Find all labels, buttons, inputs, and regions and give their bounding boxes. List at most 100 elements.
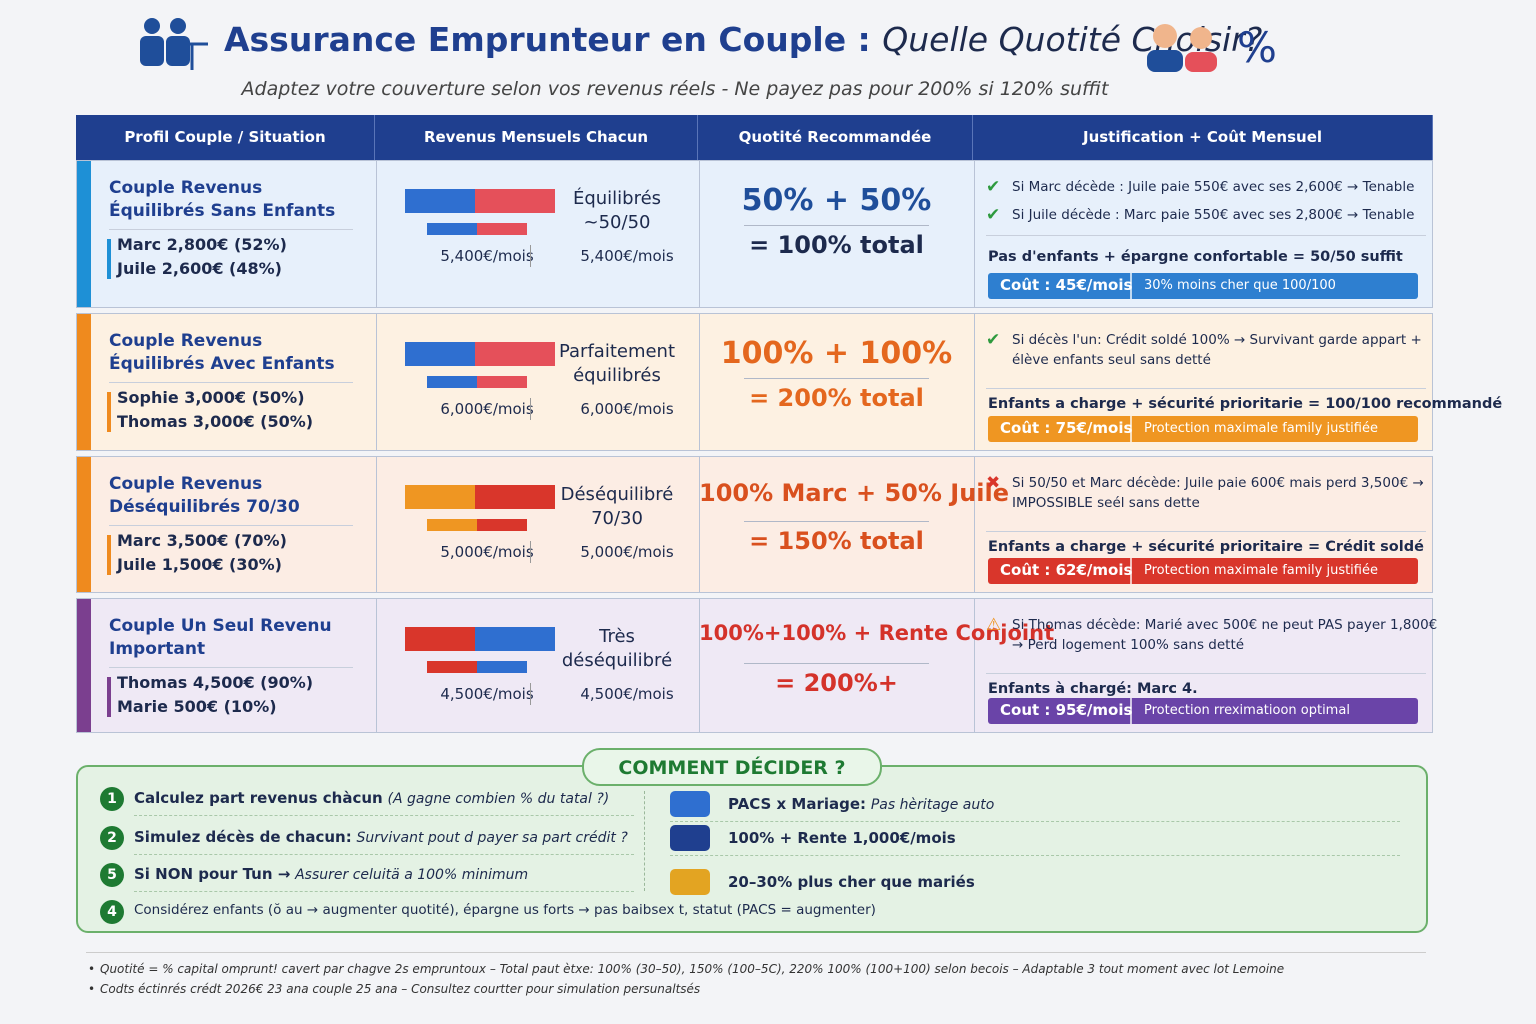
quotite-line [744,378,929,379]
person-accent [107,392,111,432]
profile-title: Couple Revenus Équilibrés Avec Enfants [109,331,335,374]
row-accent [77,599,91,732]
step-text: Considérez enfants (ŏ au → augmenter quo… [134,902,876,918]
revenue-bar-small [427,661,477,673]
revenue-bar [475,627,555,651]
cell-border [699,314,700,450]
cost: Coût : 45€/mois [1000,276,1133,294]
item-detail: Pas hèritage auto [870,797,995,813]
step-text: Calculez part revenus chàcun [134,789,383,807]
divider [986,235,1426,236]
cell-border [699,161,700,307]
status-icon: ✔ [986,330,1001,350]
profile-title: Couple Revenus Déséquilibrés 70/30 [109,474,300,517]
cost: Coût : 75€/mois [1000,419,1133,437]
item: 20–30% plus cher que mariés [728,873,975,891]
cost-pill: Cout : 95€/mois Protection rreximatioon o… [988,698,1418,724]
person: Juile 2,600€ (48%) [117,259,282,278]
cell-border [376,314,377,450]
cost-sep [1130,273,1132,299]
person-accent [107,677,111,717]
justification-note: Enfants a charge + sécurité prioritarie … [988,396,1503,412]
quotite-line [744,225,929,226]
item-text: 100% + Rente 1,000€/mois [728,829,956,847]
table-row: Couple Revenus Déséquilibrés 70/30 Marc 3… [76,456,1433,593]
cost-pill: Coût : 45€/mois 30% moins cher que 100/10… [988,273,1418,299]
revenue-bar [405,189,475,213]
bullet: • [88,982,96,996]
step: Simulez décès de chacun: Survivant pout … [134,828,654,846]
cost-badge: Protection maximale family justifiée [1144,421,1378,436]
justification-note: Enfants à chargé: Marc 4. [988,681,1198,697]
cost-badge: Protection maximale family justifiée [1144,563,1378,578]
step: Si NON pour Tun → Assurer celuitä a 100%… [134,865,654,883]
divider [134,854,634,855]
status-icon: ✔ [986,205,1001,225]
cell-border [376,161,377,307]
step-detail: Survivant pout d payer sa part crédit ? [356,830,628,846]
cost-sep [1130,698,1132,724]
step-detail: Assurer celuitä a 100% minimum [295,867,529,883]
profile-title: Couple Revenus Équilibrés Sans Enfants [109,178,336,221]
revenue-bar [475,189,555,213]
person: Thomas 3,000€ (50%) [117,412,314,431]
divider [986,531,1426,532]
revenue-bar-small [427,376,477,388]
revenue-total: 5,000€/mois [580,543,674,561]
footnote: Codts éctinrés crédt 2026€ 23 ana couple… [100,982,701,996]
decision-title-pill: COMMENT DÉCIDER ? [582,748,882,786]
revenue-bar [405,485,475,509]
cost: Cout : 95€/mois [1000,701,1133,719]
decision-title: COMMENT DÉCIDER ? [618,757,846,779]
revenue-bar-small [427,223,477,235]
justification-line: Si décès l'un: Crédit soldé 100% → Survi… [1012,332,1422,368]
quotite: 50% + 50% [741,183,932,218]
cost-badge: 30% moins cher que 100/100 [1144,278,1336,293]
revenue-total: 6,000€/mois [580,400,674,418]
revenue-bar-small [477,223,527,235]
justification-note: Pas d'enfants + épargne confortable = 50… [988,249,1403,265]
column-header: Revenus Mensuels Chacun [375,115,698,160]
person-accent [107,535,111,575]
revenue-sep [530,541,531,563]
cell-border [376,457,377,592]
divider [109,525,353,526]
item-icon [670,825,710,851]
revenue-total: 5,400€/mois [580,247,674,265]
column-header: Quotité Recommandée [698,115,973,160]
status-icon: ⚠ [986,615,1002,635]
divider [134,815,634,816]
table-row: Couple Un Seul Revenu Important Thomas 4,… [76,598,1437,733]
couple-icon: % [1147,23,1277,72]
revenue-sep [530,245,531,267]
cost-badge: Protection rreximatioon optimal [1144,703,1350,718]
svg-text:%: % [1237,23,1277,72]
cell-border [974,161,975,307]
step-number: 2 [100,826,124,850]
quotite-line [744,521,929,522]
cell-border [974,599,975,732]
item-icon [670,869,710,895]
step-number: 5 [100,863,124,887]
divider [109,667,353,668]
revenue-bar-small [477,376,527,388]
person: Juile 1,500€ (30%) [117,555,282,574]
quotite: 100% Marc + 50% Juile [699,479,1010,507]
quotite-total: = 200% total [749,384,924,412]
profile-title: Couple Un Seul Revenu Important [109,616,332,659]
decision-box: COMMENT DÉCIDER ? 1 Calculez part revenus … [76,748,1428,933]
person: Thomas 4,500€ (90%) [117,673,314,692]
revenue-total: 5,400€/mois [440,247,534,265]
status-icon: ✔ [986,177,1001,197]
row-accent [77,314,91,450]
cell-border [974,457,975,592]
revenue-label: Très déséquilibré [561,626,673,671]
person: Marc 2,800€ (52%) [117,235,287,254]
cost-sep [1130,416,1132,442]
divider [670,855,1400,856]
divider [109,382,353,383]
item-icon [670,791,710,817]
title: Assurance Emprunteur en Couple : [224,20,871,59]
revenue-bar-small [427,519,477,531]
quotite: 100% + 100% [720,336,953,371]
